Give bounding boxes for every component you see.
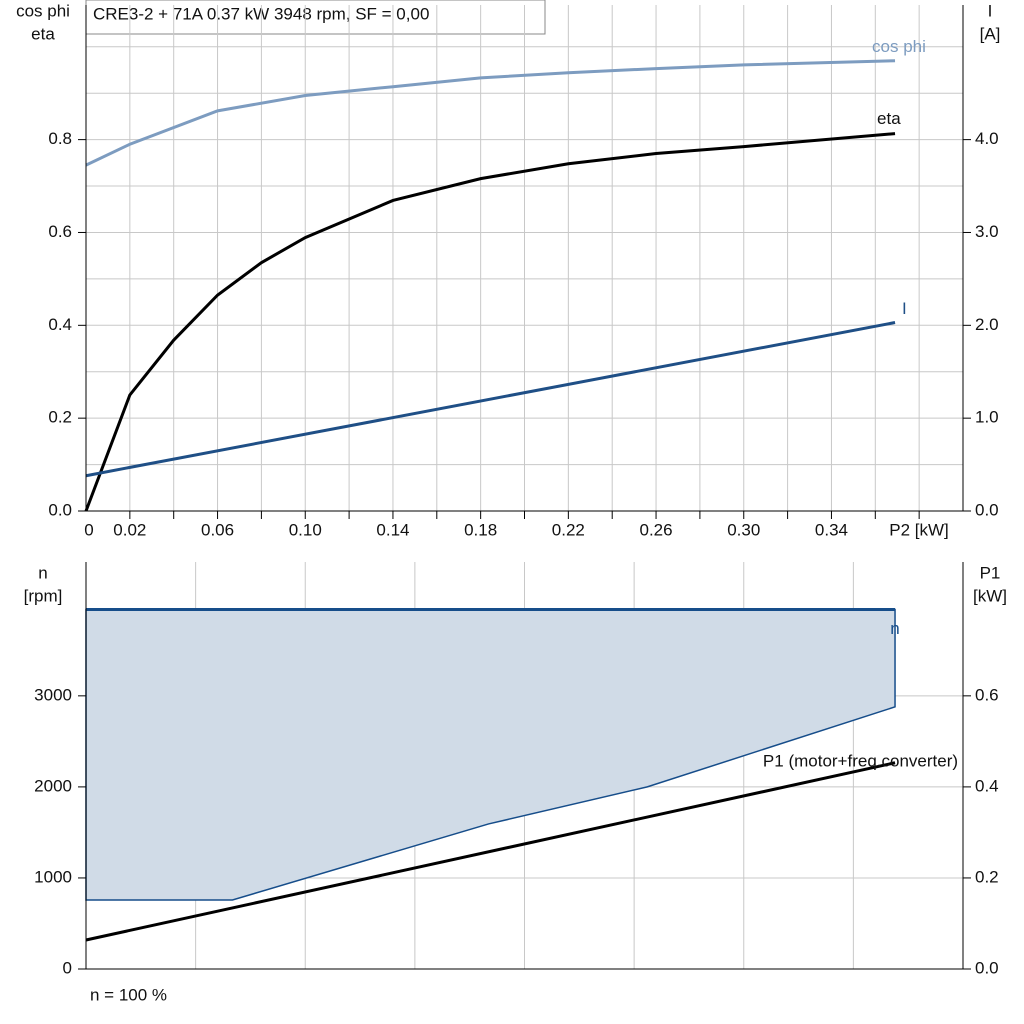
- series-label: n: [890, 619, 899, 638]
- grid: [86, 5, 963, 511]
- y-tick-label: 1000: [34, 867, 72, 886]
- x-tick-label: 0.14: [376, 520, 409, 539]
- y2-axis-label: P1: [980, 563, 1001, 582]
- y2-tick-label: 0.4: [975, 776, 999, 795]
- y-axis-label: eta: [31, 24, 55, 43]
- y2-tick-label: 2.0: [975, 315, 999, 334]
- y-tick-label: 0.6: [48, 222, 72, 241]
- x-tick-label: 0.06: [201, 520, 234, 539]
- y2-axis-label: I: [988, 1, 993, 20]
- y-tick-label: 0.8: [48, 129, 72, 148]
- y-tick-label: 2000: [34, 776, 72, 795]
- x-axis-label: P2 [kW]: [889, 520, 949, 539]
- y2-axis-label: [kW]: [973, 586, 1007, 605]
- area: [85, 608, 896, 901]
- y-axis-label: cos phi: [16, 1, 70, 20]
- y2-tick-label: 3.0: [975, 222, 999, 241]
- line: [85, 761, 896, 942]
- y-axis-label: n: [38, 563, 47, 582]
- x-tick-label: 0: [84, 520, 93, 539]
- x-tick-label: 0.26: [640, 520, 673, 539]
- line: [84, 132, 896, 512]
- y-tick-label: 0.2: [48, 408, 72, 427]
- line: [85, 321, 896, 478]
- y2-tick-label: 4.0: [975, 129, 999, 148]
- x-tick-label: 0.02: [113, 520, 146, 539]
- series-label: cos phi: [872, 37, 926, 56]
- note: n = 100 %: [90, 985, 167, 1004]
- x-tick-label: 0.30: [727, 520, 760, 539]
- axes: 0 0.02 0.06 0.10 0.14 0.18 0.22 0.26 0.30 0.34 P2 …: [16, 1, 1000, 539]
- x-tick-label: 0.22: [552, 520, 585, 539]
- series-label: P1 (motor+freq.converter): [763, 751, 958, 770]
- y2-tick-label: 0.0: [975, 958, 999, 977]
- y-tick-label: 0.4: [48, 315, 72, 334]
- plot: cos phi eta I: [84, 37, 926, 512]
- line: [85, 59, 896, 167]
- y2-axis-label: [A]: [980, 24, 1001, 43]
- y-tick-label: 0: [63, 958, 72, 977]
- x-tick-label: 0.34: [815, 520, 848, 539]
- plot: n P1 (motor+freq.converter): [85, 608, 958, 942]
- y-axis-label: [rpm]: [24, 586, 63, 605]
- axes: 0 1000 2000 3000 0.0 0.2 0.4 0.6 n [rpm] P1 [kW]: [24, 562, 1007, 977]
- y2-tick-label: 0.6: [975, 685, 999, 704]
- y2-tick-label: 0.2: [975, 867, 999, 886]
- x-tick-label: 0.10: [289, 520, 322, 539]
- series-label: I: [902, 299, 907, 318]
- y-tick-label: 3000: [34, 685, 72, 704]
- title-box: [85, 0, 546, 35]
- y2-tick-label: 0.0: [975, 500, 999, 519]
- series-label: eta: [877, 109, 901, 128]
- y2-tick-label: 1.0: [975, 408, 999, 427]
- x-tick-label: 0.18: [464, 520, 497, 539]
- y-tick-label: 0.0: [48, 500, 72, 519]
